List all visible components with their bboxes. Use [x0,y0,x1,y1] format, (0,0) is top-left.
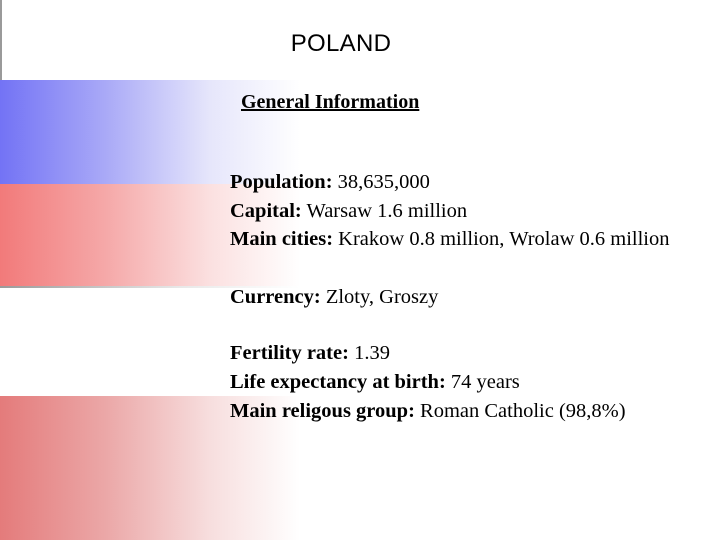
fact-value: Krakow 0.8 million, Wrolaw 0.6 million [333,228,670,251]
flag-band-red [0,184,300,288]
fact-currency: Currency: Zloty, Groszy [230,283,700,312]
fact-list: Population: 38,635,000 Capital: Warsaw 1… [230,168,700,425]
fact-value: 1.39 [348,342,390,365]
fact-value: Warsaw 1.6 million [301,199,468,222]
fact-value: 38,635,000 [332,171,430,193]
fact-main-religious-group: Main religous group: Roman Catholic (98,… [230,397,700,426]
fact-label: Currency: [230,285,321,308]
fact-value: Zloty, Groszy [320,285,439,308]
fact-value: Roman Catholic (98,8%) [414,399,626,422]
spacer [230,254,700,283]
fact-label: Population: [230,171,333,193]
fact-population: Population: 38,635,000 [230,168,700,197]
slide-title: POLAND [290,30,392,57]
decorative-band-lower [0,396,300,540]
fact-label: Fertility rate: [230,342,349,365]
fact-label: Main cities: [230,228,334,251]
fact-label: Main religous group: [230,399,415,422]
fact-label: Life expectancy at birth: [230,370,446,393]
fact-value: 74 years [445,370,520,393]
fact-capital: Capital: Warsaw 1.6 million [230,197,700,226]
fact-main-cities: Main cities: Krakow 0.8 million, Wrolaw … [230,225,700,254]
spacer [230,311,700,339]
fact-label: Capital: [230,199,302,222]
band-divider [0,286,300,288]
fact-fertility-rate: Fertility rate: 1.39 [230,339,700,368]
section-heading: General Information [241,91,420,113]
flag-band-blue [0,80,300,184]
fact-life-expectancy: Life expectancy at birth: 74 years [230,368,700,397]
